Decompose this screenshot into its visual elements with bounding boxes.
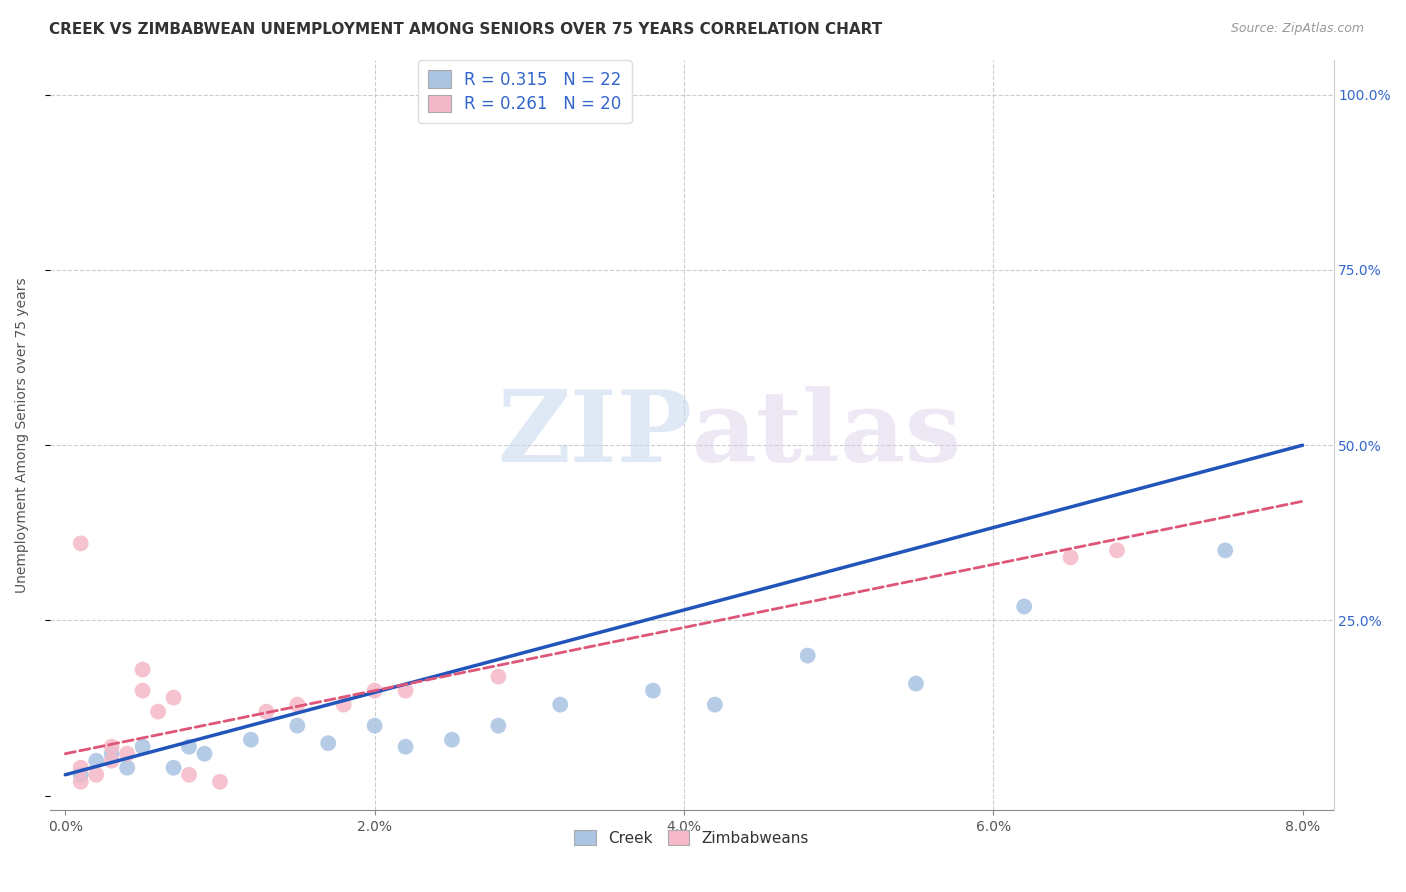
Point	[285, 698, 308, 712]
Point	[84, 754, 107, 768]
Point	[1059, 550, 1081, 565]
Point	[548, 698, 571, 712]
Point	[193, 747, 215, 761]
Text: atlas: atlas	[692, 386, 962, 483]
Point	[208, 774, 231, 789]
Point	[1012, 599, 1035, 614]
Point	[254, 705, 277, 719]
Point	[440, 87, 463, 102]
Point	[131, 683, 153, 698]
Point	[316, 736, 339, 750]
Legend: Creek, Zimbabweans: Creek, Zimbabweans	[565, 821, 818, 855]
Point	[131, 663, 153, 677]
Point	[69, 768, 91, 782]
Point	[796, 648, 818, 663]
Point	[115, 747, 138, 761]
Point	[162, 690, 184, 705]
Point	[641, 683, 664, 698]
Point	[363, 719, 385, 733]
Point	[100, 739, 122, 754]
Point	[69, 774, 91, 789]
Point	[285, 719, 308, 733]
Text: ZIP: ZIP	[496, 386, 692, 483]
Point	[162, 761, 184, 775]
Point	[84, 768, 107, 782]
Point	[239, 732, 262, 747]
Y-axis label: Unemployment Among Seniors over 75 years: Unemployment Among Seniors over 75 years	[15, 277, 30, 592]
Point	[100, 747, 122, 761]
Point	[146, 705, 169, 719]
Point	[1105, 543, 1128, 558]
Point	[904, 676, 927, 690]
Text: CREEK VS ZIMBABWEAN UNEMPLOYMENT AMONG SENIORS OVER 75 YEARS CORRELATION CHART: CREEK VS ZIMBABWEAN UNEMPLOYMENT AMONG S…	[49, 22, 883, 37]
Point	[69, 761, 91, 775]
Point	[703, 698, 725, 712]
Point	[177, 739, 200, 754]
Point	[100, 754, 122, 768]
Point	[363, 683, 385, 698]
Point	[332, 698, 354, 712]
Point	[115, 761, 138, 775]
Point	[1213, 543, 1236, 558]
Point	[486, 670, 509, 684]
Point	[177, 768, 200, 782]
Point	[394, 739, 416, 754]
Point	[131, 739, 153, 754]
Point	[69, 536, 91, 550]
Text: Source: ZipAtlas.com: Source: ZipAtlas.com	[1230, 22, 1364, 36]
Point	[394, 683, 416, 698]
Point	[440, 732, 463, 747]
Point	[486, 719, 509, 733]
